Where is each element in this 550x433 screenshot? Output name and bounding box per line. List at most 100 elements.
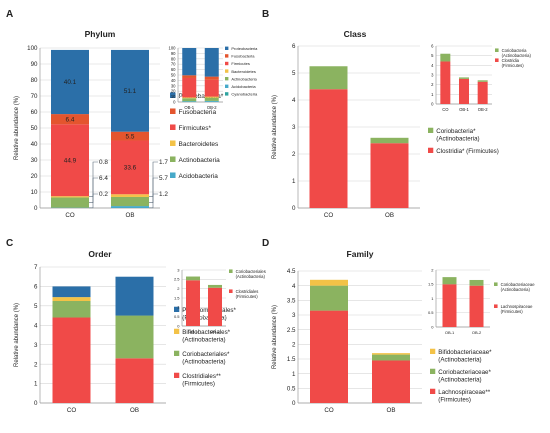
legend-label: Bifidobacteriaceae* (Actinobacteria) xyxy=(438,349,492,363)
y-tick-label: 50 xyxy=(171,72,176,77)
bar-segment-fusobacteria xyxy=(182,75,197,78)
chart-title: Phylum xyxy=(85,29,116,39)
y-tick-label: 7 xyxy=(34,264,38,271)
x-tick-label: OB xyxy=(130,407,139,414)
legend-swatch-actinobacteria xyxy=(430,368,436,374)
chart-D-inset: 0 0.5 1 1.5 2 OB-1 OB-2 Coriobacteriaceae (Actin… xyxy=(428,267,535,335)
y-tick-label: 3 xyxy=(292,124,296,131)
y-tick-label: 0 xyxy=(431,101,434,106)
legend-swatch-acidobacteria xyxy=(170,172,176,178)
y-tick-label: 1.5 xyxy=(174,295,180,300)
y-tick-label: 90 xyxy=(171,51,176,56)
legend-swatch-acidobacteria xyxy=(225,84,229,88)
bar-segment-fusobacteria xyxy=(204,76,219,80)
bar-segment-proteobacteria xyxy=(182,48,197,76)
legend-swatch-actinobacteria xyxy=(174,350,180,356)
panel-letter: A xyxy=(6,9,13,20)
bar-segment-firmicutes xyxy=(442,284,457,327)
bar-segment-firmicutes xyxy=(115,358,154,403)
legend-swatch-bacteroidetes xyxy=(174,328,180,334)
y-tick-label: 20 xyxy=(31,173,38,180)
legend-swatch-firmicutes xyxy=(495,58,499,62)
y-tick-label: 5 xyxy=(431,53,434,58)
y-tick-label: 10 xyxy=(171,94,176,99)
y-tick-label: 100 xyxy=(169,45,177,50)
side-label: 1.7 xyxy=(159,159,168,166)
x-tick-label: CO xyxy=(442,107,449,112)
y-tick-label: 1.5 xyxy=(287,356,296,363)
panel-letter: B xyxy=(262,9,269,20)
bar-segment-actinobacteria xyxy=(310,285,348,311)
bar-segment-actinobacteria xyxy=(442,277,457,285)
y-tick-label: 0 xyxy=(431,324,434,329)
x-tick-label: OB-2 xyxy=(207,105,217,110)
y-tick-label: 4 xyxy=(431,63,434,68)
legend-label: Coriobacteria* (Actinobacteria) xyxy=(436,128,479,142)
legend-label: Coriobacteriales (Actinobacteria) xyxy=(236,269,266,279)
bar-segment-firmicutes xyxy=(51,124,89,197)
legend-swatch-actinobacteria xyxy=(229,269,233,273)
y-tick-label: 2.5 xyxy=(174,277,180,282)
bar-segment-proteobacteria xyxy=(52,286,91,298)
x-tick-label: CO xyxy=(324,212,333,219)
legend-label: Lachnospiraceae** (Firmicutes) xyxy=(438,389,491,403)
legend-swatch-actinobacteria xyxy=(495,48,499,52)
y-tick-label: 30 xyxy=(171,83,176,88)
leader-line xyxy=(89,193,98,209)
y-tick-label: 100 xyxy=(27,45,38,52)
legend-label: Acidobacteria xyxy=(179,173,219,180)
y-tick-label: 1 xyxy=(292,371,296,378)
legend-label: Firmicutes* xyxy=(179,125,212,132)
y-axis-label: Relative abundance (%) xyxy=(272,95,278,159)
legend-swatch-firmicutes xyxy=(494,304,498,308)
legend-label: Coriobacteriaceae* (Actinobacteria) xyxy=(438,369,491,383)
bar-segment-firmicutes xyxy=(440,61,451,104)
legend-label: Lachnospiraceae (Firmicutes) xyxy=(501,304,534,314)
x-tick-label: OB xyxy=(126,212,135,219)
bar-segment-proteobacteria xyxy=(111,49,149,132)
bar-segment-bacteroidetes xyxy=(310,279,348,286)
legend-label: Acidobacteria xyxy=(231,84,256,89)
bar-segment-acidobacteria xyxy=(204,101,219,102)
bar-segment-firmicutes xyxy=(309,89,348,208)
y-tick-label: 50 xyxy=(31,125,38,132)
legend-label: Coriobacteria (Actinobacteria) xyxy=(502,48,532,58)
y-tick-label: 2 xyxy=(431,82,434,87)
leader-line xyxy=(149,193,158,209)
y-tick-label: 0 xyxy=(173,99,176,104)
legend-swatch-firmicutes xyxy=(170,124,176,130)
y-axis-label: Relative abundance (%) xyxy=(272,305,278,369)
bar-segment-actinobacteria xyxy=(370,137,409,144)
y-tick-label: 2 xyxy=(292,342,296,349)
bar-segment-firmicutes xyxy=(186,280,200,326)
y-tick-label: 1 xyxy=(431,92,434,97)
leader-line xyxy=(89,177,98,204)
legend-swatch-fusobacteria xyxy=(170,108,176,114)
y-tick-label: 0 xyxy=(34,205,38,212)
x-tick-label: OB xyxy=(387,407,396,414)
y-tick-label: 3 xyxy=(292,312,296,319)
y-tick-label: 0.5 xyxy=(428,310,434,315)
y-tick-label: 6 xyxy=(34,284,38,291)
legend-label: Proteobacteria xyxy=(231,46,258,51)
chart-title: Order xyxy=(88,249,112,259)
y-tick-label: 1 xyxy=(292,178,296,185)
y-tick-label: 2.5 xyxy=(287,327,296,334)
bar-segment-actinobacteria xyxy=(111,196,149,207)
data-label: 44.9 xyxy=(64,157,77,164)
y-tick-label: 30 xyxy=(31,157,38,164)
y-tick-label: 80 xyxy=(31,77,38,84)
side-label: 0.2 xyxy=(99,191,108,198)
y-tick-label: 4 xyxy=(292,283,296,290)
bar-segment-firmicutes xyxy=(310,310,348,403)
bar-segment-firmicutes xyxy=(372,360,410,403)
y-tick-label: 4.5 xyxy=(287,268,296,275)
data-label: 51.1 xyxy=(124,88,137,95)
bar-segment-actinobacteria xyxy=(309,66,348,90)
y-tick-label: 0.5 xyxy=(174,314,180,319)
y-tick-label: 40 xyxy=(31,141,38,148)
legend-label: Bifidobacteriales* (Actinobacteria) xyxy=(182,329,230,343)
data-label: 33.6 xyxy=(124,165,137,172)
legend-label: Clostridia (Firmicutes) xyxy=(502,58,525,68)
